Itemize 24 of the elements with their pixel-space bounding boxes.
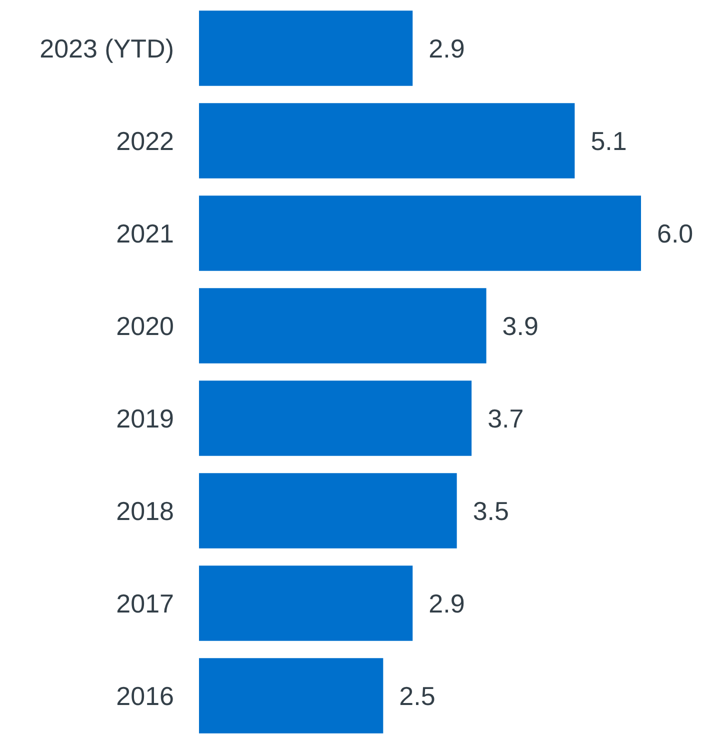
y-tick-label: 2018 bbox=[116, 496, 174, 526]
bar bbox=[199, 103, 575, 178]
y-tick-label: 2017 bbox=[116, 588, 174, 618]
data-label: 6.0 bbox=[657, 218, 694, 248]
y-tick-label: 2020 bbox=[116, 310, 174, 341]
y-tick-label: 2022 bbox=[116, 126, 174, 156]
data-label: 2.9 bbox=[428, 33, 465, 64]
bar bbox=[199, 658, 384, 734]
y-tick-label: 2021 bbox=[116, 218, 174, 248]
bar bbox=[199, 380, 472, 456]
data-label: 3.5 bbox=[472, 496, 509, 526]
y-tick-label: 2019 bbox=[116, 403, 174, 434]
data-label: 3.7 bbox=[488, 403, 524, 434]
data-label: 2.9 bbox=[428, 588, 465, 618]
bar bbox=[199, 288, 486, 364]
bar bbox=[199, 473, 457, 548]
data-label: 5.1 bbox=[590, 126, 627, 156]
data-label: 2.5 bbox=[399, 680, 436, 711]
y-tick-label: 2016 bbox=[116, 680, 174, 711]
bar bbox=[199, 566, 413, 641]
data-label: 3.9 bbox=[502, 310, 538, 341]
bar bbox=[199, 10, 413, 86]
bar bbox=[199, 196, 641, 271]
y-tick-label: 2023 (YTD) bbox=[40, 33, 174, 64]
